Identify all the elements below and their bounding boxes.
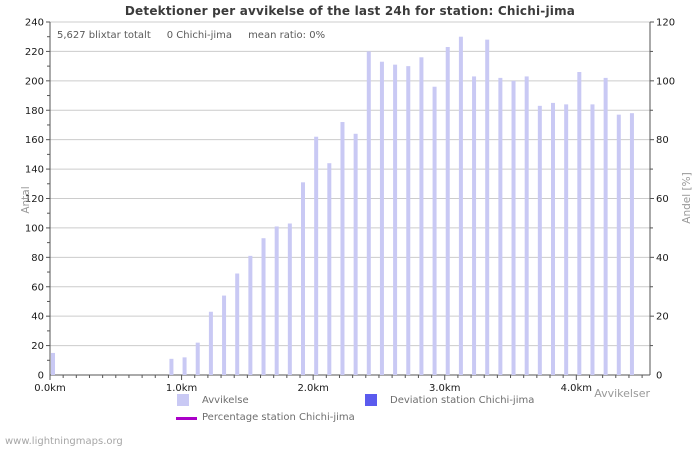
bar: [472, 76, 477, 375]
left-axis-tick-label: 40: [31, 312, 44, 323]
x-axis-tick-label: 2.0km: [297, 383, 328, 394]
right-axis-tick-label: 80: [656, 135, 669, 146]
bar: [208, 311, 213, 375]
left-axis-tick-label: 240: [25, 18, 44, 29]
bar: [222, 295, 227, 375]
stats-line: 5,627 blixtar totalt 0 Chichi-jima mean ra…: [57, 30, 341, 41]
legend-label-avvikelse: Avvikelse: [202, 395, 249, 406]
bar: [366, 51, 371, 376]
bar: [603, 77, 608, 376]
legend-label-percentage: Percentage station Chichi-jima: [202, 412, 355, 423]
watermark: www.lightningmaps.org: [5, 436, 123, 447]
x-axis-tick-label: 3.0km: [429, 383, 460, 394]
bar: [287, 223, 292, 375]
x-axis-tick-label: 0.0km: [34, 383, 65, 394]
bar: [498, 77, 503, 376]
bar: [524, 76, 529, 375]
legend-swatch-deviation: [365, 394, 377, 406]
legend-label-deviation: Deviation station Chichi-jima: [390, 395, 535, 406]
stat-mean-ratio: mean ratio: 0%: [248, 30, 326, 41]
right-axis-tick-label: 120: [656, 18, 675, 29]
bar: [458, 36, 463, 375]
legend-swatch-avvikelse: [177, 394, 189, 406]
bar: [393, 64, 398, 375]
right-axis-tick-label: 100: [656, 76, 675, 87]
right-axis-tick-label: 20: [656, 312, 669, 323]
right-axis-tick-label: 60: [656, 194, 669, 205]
bar: [182, 357, 187, 375]
bar: [511, 80, 516, 375]
bar: [616, 114, 621, 375]
bar: [432, 86, 437, 375]
bar: [314, 136, 319, 375]
bar: [379, 61, 384, 376]
bar: [590, 104, 595, 375]
bar: [248, 255, 253, 375]
left-axis-tick-label: 200: [25, 76, 44, 87]
right-axis-tick-label: 40: [656, 253, 669, 264]
bar: [340, 122, 345, 376]
left-axis-tick-label: 80: [31, 253, 44, 264]
bar: [406, 66, 411, 375]
left-axis-tick-label: 0: [38, 371, 44, 382]
left-axis-tick-label: 220: [25, 47, 44, 58]
chart-title: Detektioner per avvikelse of the last 24…: [124, 4, 576, 18]
legend-line-percentage: [176, 417, 197, 420]
left-axis-tick-label: 20: [31, 341, 44, 352]
y-axis-title-right: Andel [%]: [681, 172, 693, 224]
bar: [353, 133, 358, 375]
bar: [274, 226, 279, 375]
left-axis-tick-label: 180: [25, 106, 44, 117]
bar: [445, 47, 450, 376]
bar: [485, 39, 490, 376]
right-axis-tick-label: 0: [656, 371, 662, 382]
left-axis-tick-label: 160: [25, 135, 44, 146]
stat-station-count: 0 Chichi-jima: [166, 30, 233, 41]
bar: [261, 238, 266, 375]
bar: [551, 102, 555, 375]
left-axis-tick-label: 60: [31, 282, 44, 293]
y-axis-title-left: Antal: [20, 186, 32, 214]
bar: [564, 104, 569, 375]
bar: [195, 342, 200, 375]
bar: [419, 57, 424, 376]
bar: [235, 273, 240, 375]
left-axis-tick-label: 120: [25, 194, 44, 205]
x-axis-tick-label: 1.0km: [166, 383, 197, 394]
bar: [577, 72, 582, 375]
x-axis-tick-label: 4.0km: [561, 383, 592, 394]
x-axis-title: Avvikelser: [594, 387, 650, 400]
stat-total-strikes: 5,627 blixtar totalt: [57, 30, 151, 41]
bar: [301, 182, 305, 375]
bar: [169, 358, 174, 375]
bar: [327, 163, 332, 375]
left-axis-tick-label: 100: [25, 223, 44, 234]
left-axis-tick-label: 140: [25, 165, 44, 176]
bar: [537, 105, 542, 376]
bar: [51, 352, 55, 375]
bar: [629, 113, 634, 376]
